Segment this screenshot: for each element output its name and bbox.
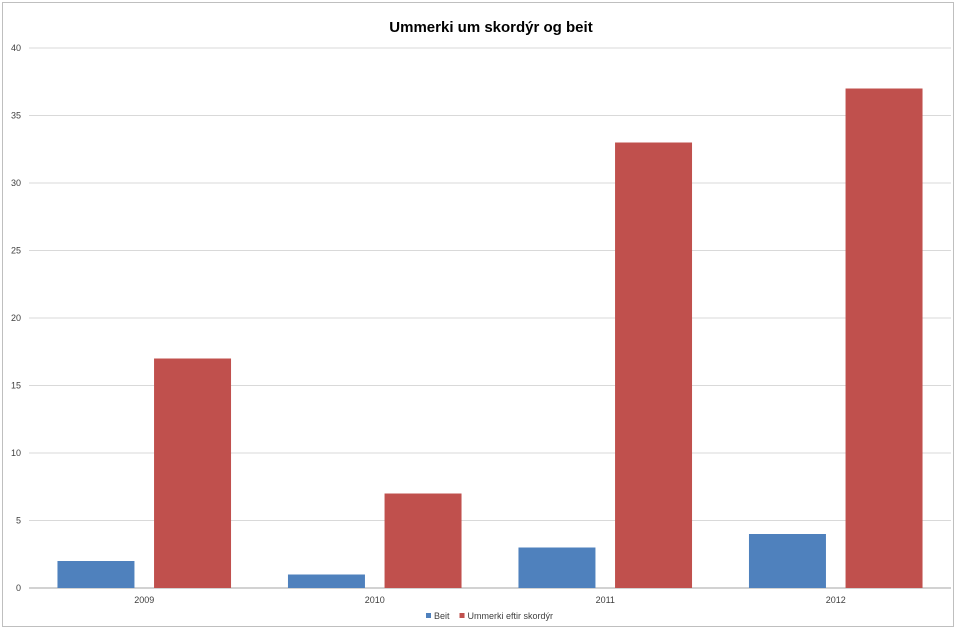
x-axis-ticks: 2009 2010 2011 2012 (134, 595, 846, 605)
y-tick-label: 15 (11, 381, 21, 391)
bar-ummerki-eftir-skordýr-2011 (615, 142, 693, 588)
y-tick-label: 0 (16, 583, 21, 593)
bar-beit-2011 (518, 547, 596, 588)
legend-swatch (459, 613, 465, 618)
bars (57, 88, 923, 588)
chart-title: Ummerki um skordýr og beit (389, 19, 592, 36)
bar-beit-2012 (748, 534, 826, 588)
bar-chart: Ummerki um skordýr og beit 0 5 10 15 20 25 30 3… (11, 19, 951, 621)
x-tick-label: 2010 (365, 595, 385, 605)
y-tick-label: 10 (11, 448, 21, 458)
y-tick-label: 5 (16, 516, 21, 526)
y-tick-label: 35 (11, 111, 21, 121)
bar-ummerki-eftir-skordýr-2009 (154, 358, 232, 588)
y-tick-label: 40 (11, 43, 21, 53)
legend-label: Beit (434, 611, 450, 621)
bar-ummerki-eftir-skordýr-2012 (845, 88, 923, 588)
x-tick-label: 2011 (596, 595, 615, 605)
legend-label: Ummerki eftir skordýr (468, 611, 554, 621)
bar-beit-2010 (287, 574, 365, 588)
x-tick-label: 2009 (134, 595, 154, 605)
legend-swatch (426, 613, 431, 618)
x-tick-label: 2012 (826, 595, 846, 605)
bar-ummerki-eftir-skordýr-2010 (384, 493, 462, 588)
y-axis-ticks: 0 5 10 15 20 25 30 35 40 (11, 43, 21, 593)
y-tick-label: 20 (11, 313, 21, 323)
legend: Beit Ummerki eftir skordýr (426, 611, 553, 621)
y-tick-label: 25 (11, 246, 21, 256)
y-tick-label: 30 (11, 178, 21, 188)
bar-beit-2009 (57, 561, 135, 588)
